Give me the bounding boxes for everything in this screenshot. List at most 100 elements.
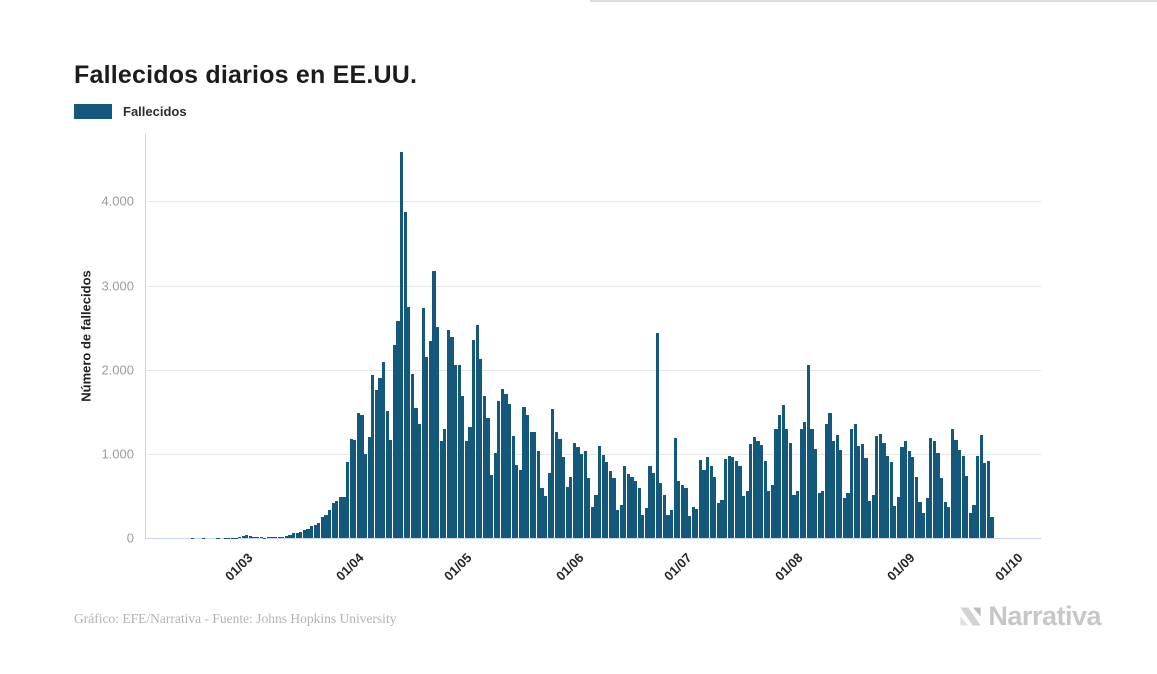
bar[interactable] [335,500,339,538]
bar[interactable] [655,332,659,538]
bar[interactable] [871,495,875,538]
bar[interactable] [328,510,332,538]
bar[interactable] [706,457,710,538]
bar[interactable] [490,474,494,538]
bar[interactable] [893,506,897,538]
bar[interactable] [785,429,789,538]
bar[interactable] [338,497,342,538]
bar[interactable] [320,517,324,538]
bar[interactable] [716,502,720,538]
bar[interactable] [839,449,843,538]
bar[interactable] [637,487,641,538]
bar[interactable] [468,426,472,538]
bar[interactable] [691,506,695,538]
bar[interactable] [803,421,807,538]
bar[interactable] [580,454,584,538]
bar[interactable] [299,532,303,538]
bar[interactable] [504,393,508,538]
bar[interactable] [266,537,270,538]
bar[interactable] [432,271,436,538]
bar[interactable] [583,450,587,538]
bar[interactable] [626,474,630,538]
bar[interactable] [292,533,296,538]
bar[interactable] [425,357,429,538]
bar[interactable] [644,507,648,538]
bar[interactable] [508,403,512,538]
bar[interactable] [598,446,602,538]
bar[interactable] [680,484,684,538]
bar[interactable] [562,457,566,538]
bar[interactable] [904,441,908,538]
bar[interactable] [864,458,868,538]
bar[interactable] [241,536,245,538]
bar[interactable] [284,536,288,538]
bar[interactable] [860,443,864,538]
bar[interactable] [616,510,620,538]
bar[interactable] [403,212,407,538]
bar[interactable] [652,473,656,538]
bar[interactable] [814,448,818,538]
bar[interactable] [518,470,522,538]
bar[interactable] [569,476,573,538]
bar[interactable] [277,537,281,538]
bar[interactable] [601,455,605,538]
bar[interactable] [274,536,278,538]
bar[interactable] [832,441,836,538]
bar[interactable] [479,358,483,538]
bar[interactable] [918,501,922,538]
bar[interactable] [724,459,728,538]
bar[interactable] [763,461,767,538]
bar[interactable] [896,496,900,538]
bar[interactable] [886,455,890,538]
bar[interactable] [356,413,360,538]
bar[interactable] [418,424,422,538]
bar[interactable] [943,501,947,538]
bar[interactable] [781,405,785,538]
bar[interactable] [540,488,544,538]
bar[interactable] [821,490,825,538]
bar[interactable] [796,490,800,538]
bar[interactable] [634,480,638,538]
bar[interactable] [364,453,368,538]
bar[interactable] [464,440,468,538]
bar[interactable] [544,495,548,538]
bar[interactable] [396,320,400,538]
bar[interactable] [630,477,634,538]
bar[interactable] [306,528,310,538]
bar[interactable] [360,415,364,538]
bar[interactable] [612,477,616,538]
bar[interactable] [324,515,328,538]
bar[interactable] [349,438,353,538]
bar[interactable] [295,532,299,538]
bar[interactable] [727,455,731,538]
bar[interactable] [929,437,933,538]
bar[interactable] [500,388,504,538]
bar[interactable] [774,428,778,538]
bar[interactable] [238,537,242,538]
bar[interactable] [400,151,404,538]
bar[interactable] [673,437,677,538]
bar[interactable] [302,530,306,538]
bar[interactable] [410,373,414,538]
bar[interactable] [875,436,879,538]
bar[interactable] [623,466,627,538]
bar[interactable] [558,439,562,538]
bar[interactable] [770,484,774,538]
bar[interactable] [788,442,792,538]
bar[interactable] [720,500,724,538]
bar[interactable] [752,436,756,538]
bar[interactable] [868,500,872,538]
bar[interactable] [454,365,458,538]
bar[interactable] [835,435,839,538]
bar[interactable] [810,429,814,538]
bar[interactable] [734,460,738,538]
bar[interactable] [382,362,386,538]
bar[interactable] [936,453,940,538]
bar[interactable] [281,536,285,538]
bar[interactable] [493,453,497,538]
bar[interactable] [245,535,249,538]
bar[interactable] [472,340,476,538]
bar[interactable] [778,415,782,538]
bar[interactable] [842,497,846,538]
bar[interactable] [670,510,674,538]
